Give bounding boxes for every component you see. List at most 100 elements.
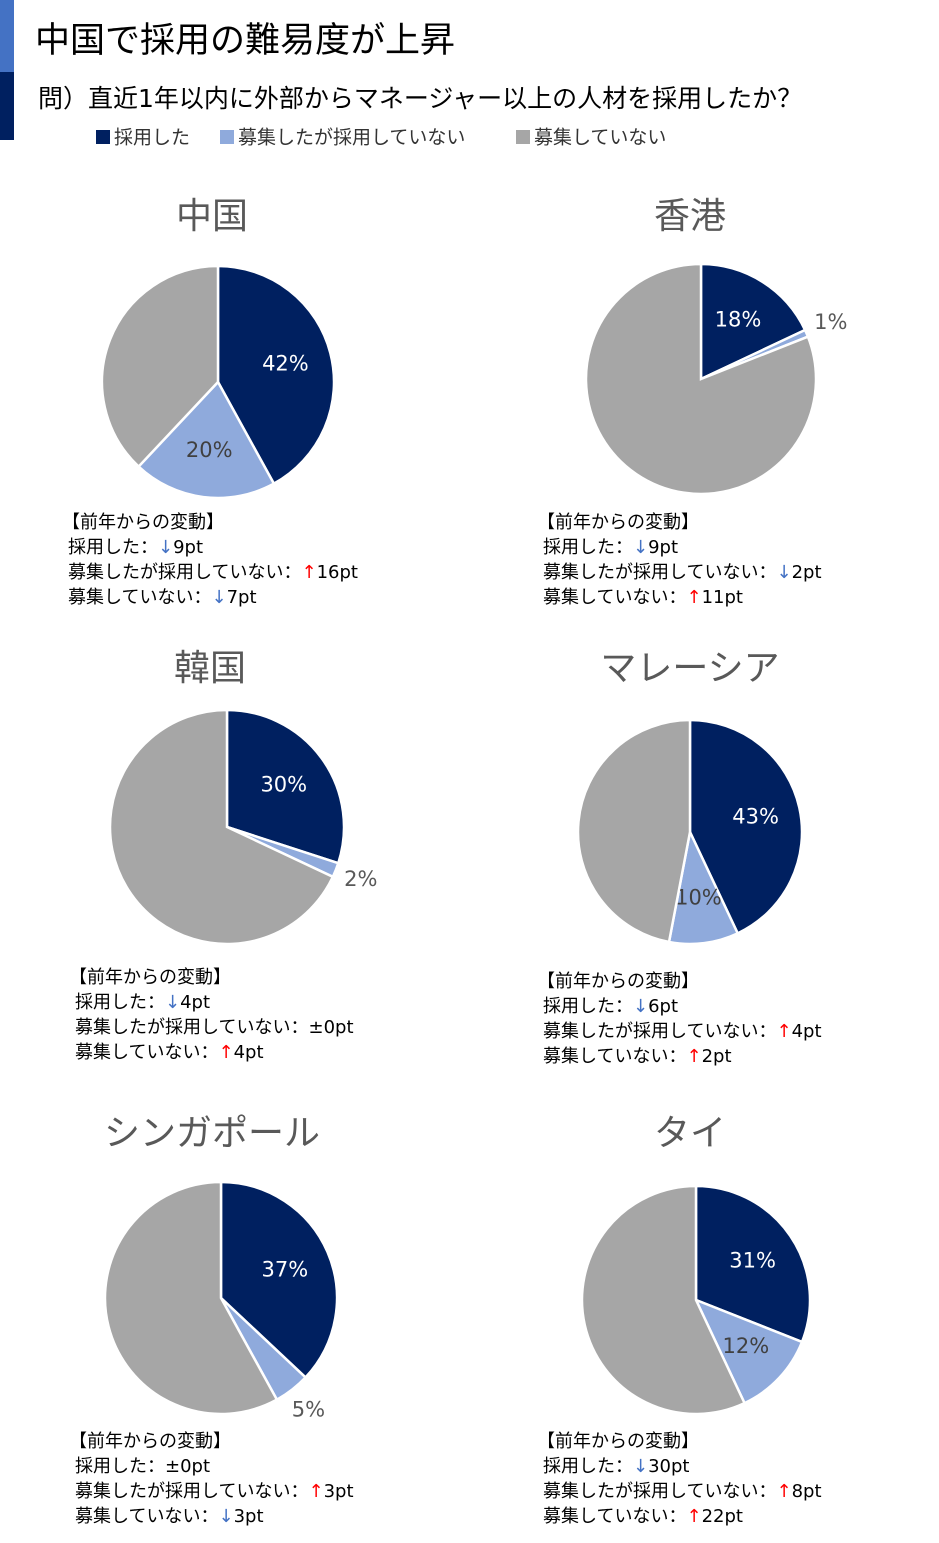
legend-label: 募集したが採用していない xyxy=(238,127,465,149)
change-amount: 3pt xyxy=(324,1481,354,1502)
change-label: 採用した： xyxy=(543,537,633,558)
change-line: 採用した：↓4pt xyxy=(75,992,210,1013)
data-label: 31% xyxy=(729,1249,776,1273)
change-label: 採用した： xyxy=(75,1456,165,1477)
change-amount: 4pt xyxy=(180,992,210,1013)
change-arrow: ↑ xyxy=(776,1021,791,1042)
pie-title: 韓国 xyxy=(174,648,246,689)
change-arrow: ↓ xyxy=(165,992,180,1013)
note-title: 【前年からの変動】 xyxy=(537,1431,699,1452)
pie-slice xyxy=(100,264,220,469)
subtitle: 問）直近1年以内に外部からマネージャー以上の人材を採用したか？ xyxy=(38,84,802,113)
data-label: 2% xyxy=(344,867,377,891)
pie-title: 香港 xyxy=(654,196,726,237)
pie-title: マレーシア xyxy=(600,648,779,689)
change-arrow: ↓ xyxy=(218,1506,233,1527)
pie-slice xyxy=(103,1180,279,1416)
data-label: 5% xyxy=(292,1398,325,1422)
data-label: 1% xyxy=(814,310,847,334)
change-line: 募集したが採用していない：±0pt xyxy=(75,1017,354,1038)
accent-bar xyxy=(0,0,14,72)
change-amount: 0pt xyxy=(180,1456,210,1477)
accent-bar xyxy=(0,72,14,140)
change-amount: 22pt xyxy=(702,1506,743,1527)
pie-slice xyxy=(136,379,276,500)
change-line: 採用した：↓30pt xyxy=(543,1456,689,1477)
pie-slice xyxy=(576,718,692,944)
pie-slice xyxy=(216,264,336,486)
change-arrow: ↓ xyxy=(776,562,791,583)
change-line: 募集したが採用していない：↑4pt xyxy=(543,1021,822,1042)
change-arrow: ± xyxy=(308,1017,323,1038)
change-arrow: ↑ xyxy=(686,1046,701,1067)
change-arrow: ↑ xyxy=(686,587,701,608)
data-label: 12% xyxy=(723,1334,770,1358)
data-label: 20% xyxy=(186,438,233,462)
change-line: 募集したが採用していない：↑3pt xyxy=(75,1481,354,1502)
change-amount: 30pt xyxy=(648,1456,689,1477)
data-label: 37% xyxy=(262,1257,309,1281)
note-title: 【前年からの変動】 xyxy=(537,512,699,533)
pie-title: 中国 xyxy=(176,196,248,237)
pie-slice xyxy=(225,708,346,865)
change-amount: 4pt xyxy=(234,1042,264,1063)
data-label: 18% xyxy=(715,308,762,332)
pie-slice xyxy=(219,1180,339,1380)
change-label: 募集したが採用していない： xyxy=(543,1021,776,1042)
change-arrow: ↓ xyxy=(633,996,648,1017)
change-amount: 6pt xyxy=(648,996,678,1017)
change-arrow: ↑ xyxy=(308,1481,323,1502)
change-label: 採用した： xyxy=(543,996,633,1017)
note-title: 【前年からの変動】 xyxy=(69,1431,231,1452)
change-amount: 3pt xyxy=(234,1506,264,1527)
pie-slice xyxy=(580,1184,747,1416)
change-arrow: ↑ xyxy=(776,1481,791,1502)
change-line: 募集していない：↑2pt xyxy=(543,1046,732,1067)
legend-label: 募集していない xyxy=(534,127,666,149)
note-title: 【前年からの変動】 xyxy=(62,512,224,533)
change-label: 募集していない： xyxy=(543,1506,686,1527)
change-label: 募集していない： xyxy=(75,1506,218,1527)
legend-swatch xyxy=(220,130,234,144)
change-line: 採用した：±0pt xyxy=(75,1456,210,1477)
change-line: 採用した：↓6pt xyxy=(543,996,678,1017)
pie-title: タイ xyxy=(654,1113,726,1154)
change-amount: 16pt xyxy=(317,562,358,583)
change-line: 募集したが採用していない：↓2pt xyxy=(543,562,822,583)
change-arrow: ↑ xyxy=(218,1042,233,1063)
change-label: 募集したが採用していない： xyxy=(68,562,301,583)
change-arrow: ↓ xyxy=(633,537,648,558)
pie-slice xyxy=(694,1184,812,1344)
change-amount: 4pt xyxy=(792,1021,822,1042)
legend-swatch xyxy=(96,130,110,144)
change-line: 募集していない：↑4pt xyxy=(75,1042,264,1063)
change-label: 募集したが採用していない： xyxy=(75,1481,308,1502)
change-label: 採用した： xyxy=(68,537,158,558)
change-amount: 2pt xyxy=(792,562,822,583)
change-line: 募集していない：↓7pt xyxy=(68,587,257,608)
change-line: 募集していない：↓3pt xyxy=(75,1506,264,1527)
change-amount: 11pt xyxy=(702,587,743,608)
note-title: 【前年からの変動】 xyxy=(537,971,699,992)
change-arrow: ↓ xyxy=(633,1456,648,1477)
change-label: 募集したが採用していない： xyxy=(543,562,776,583)
change-label: 募集していない： xyxy=(543,587,686,608)
change-line: 採用した：↓9pt xyxy=(68,537,203,558)
change-arrow: ± xyxy=(165,1456,180,1477)
change-amount: 0pt xyxy=(324,1017,354,1038)
change-label: 募集していない： xyxy=(75,1042,218,1063)
pie-title: シンガポール xyxy=(104,1113,320,1154)
legend-label: 採用した xyxy=(114,127,190,149)
change-line: 採用した：↓9pt xyxy=(543,537,678,558)
change-line: 募集していない：↑11pt xyxy=(543,587,743,608)
change-line: 募集していない：↑22pt xyxy=(543,1506,743,1527)
pie-slice xyxy=(108,708,335,946)
change-arrow: ↑ xyxy=(301,562,316,583)
change-label: 募集したが採用していない： xyxy=(75,1017,308,1038)
change-arrow: ↑ xyxy=(686,1506,701,1527)
data-label: 30% xyxy=(260,773,307,797)
change-amount: 7pt xyxy=(227,587,257,608)
pie-slice xyxy=(699,262,807,381)
